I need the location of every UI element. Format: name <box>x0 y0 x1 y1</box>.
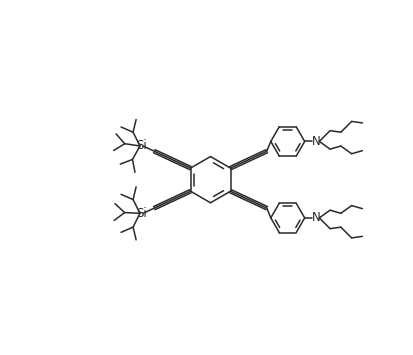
Text: N: N <box>312 135 320 148</box>
Text: Si: Si <box>136 207 147 220</box>
Text: N: N <box>312 211 320 224</box>
Text: Si: Si <box>136 140 147 153</box>
